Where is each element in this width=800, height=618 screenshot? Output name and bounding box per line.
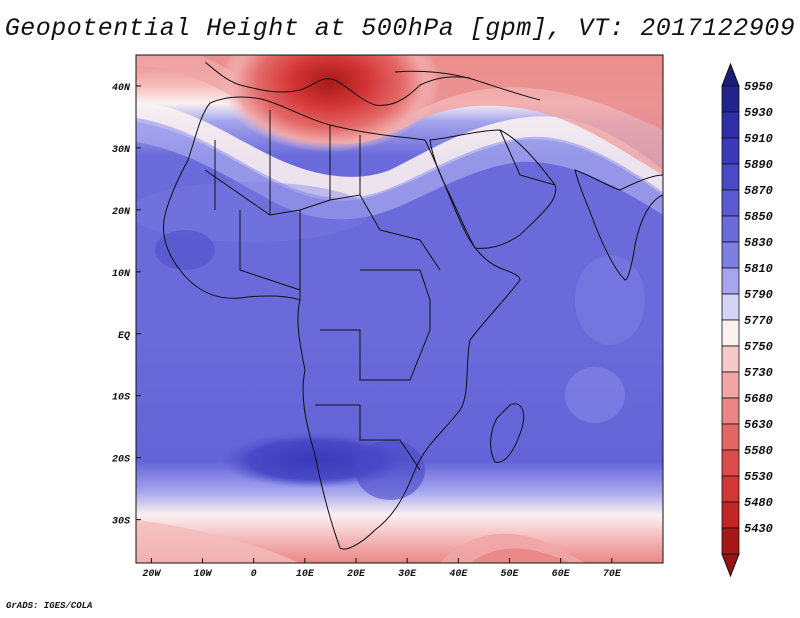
colorbar-label: 5830 [744, 236, 773, 250]
colorbar-label: 5850 [744, 210, 773, 224]
lat-tick-label: 30S [112, 517, 130, 528]
colorbar-swatch [721, 111, 740, 139]
longitude-axis: 20W 10W 0 10E 20E 30E 40E 50E 60E 70E [142, 558, 622, 580]
colorbar-swatch [721, 215, 740, 243]
colorbar-bottom-arrow [721, 553, 740, 578]
colorbar-label: 5810 [744, 262, 773, 276]
lon-tick-label: 10W [194, 569, 213, 580]
lat-tick-label: 20N [112, 207, 131, 218]
lat-tick-label: 40N [112, 83, 131, 94]
colorbar-swatch [721, 449, 740, 477]
lon-tick-label: 20W [142, 569, 161, 580]
colorbar-swatch [721, 137, 740, 165]
lat-tick-label: 30N [112, 145, 131, 156]
colorbar-swatch [721, 85, 740, 113]
colorbar-label: 5530 [744, 470, 773, 484]
colorbar-label: 5580 [744, 444, 773, 458]
colorbar-label: 5430 [744, 522, 773, 536]
colorbar-swatch [721, 163, 740, 191]
colorbar-label: 5890 [744, 158, 773, 172]
lon-tick-label: 50E [500, 569, 519, 580]
colorbar-swatch [721, 475, 740, 503]
lon-tick-label: 70E [603, 569, 622, 580]
colorbar-swatch [721, 371, 740, 399]
plot-frame [135, 54, 664, 564]
colorbar-label: 5680 [744, 392, 773, 406]
colorbar-top-arrow [721, 62, 740, 87]
height-field [136, 55, 663, 563]
colorbar-swatch [721, 267, 740, 295]
colorbar-label: 5730 [744, 366, 773, 380]
colorbar-label: 5950 [744, 80, 773, 94]
colorbar-swatch [721, 319, 740, 347]
colorbar-label: 5630 [744, 418, 773, 432]
colorbar-label: 5770 [744, 314, 773, 328]
lat-tick-label: 10S [112, 393, 130, 404]
lon-tick-label: 40E [449, 569, 468, 580]
colorbar-swatch [721, 527, 740, 555]
coastlines [163, 61, 663, 550]
colorbar-label: 5930 [744, 106, 773, 120]
lon-tick-label: 60E [552, 569, 571, 580]
colorbar-swatch [721, 345, 740, 373]
lon-tick-label: 10E [296, 569, 315, 580]
colorbar-swatch [721, 189, 740, 217]
grads-credit: GrADS: IGES/COLA [6, 601, 93, 611]
lon-tick-label: 20E [347, 569, 366, 580]
colorbar-label: 5480 [744, 496, 773, 510]
colorbar-swatch [721, 241, 740, 269]
colorbar-label: 5910 [744, 132, 773, 146]
colorbar-label: 5750 [744, 340, 773, 354]
colorbar-swatch [721, 397, 740, 425]
colorbar-swatch [721, 501, 740, 529]
colorbar-label: 5790 [744, 288, 773, 302]
lon-tick-label: 0 [251, 569, 257, 580]
colorbar-swatch [721, 423, 740, 451]
lat-tick-label: EQ [118, 331, 130, 342]
colorbar-swatch [721, 293, 740, 321]
map-title: Geopotential Height at 500hPa [gpm], VT:… [4, 14, 796, 43]
lon-tick-label: 30E [398, 569, 417, 580]
lat-tick-label: 20S [112, 455, 130, 466]
colorbar-label: 5870 [744, 184, 773, 198]
colorbar: 5950 5930 5910 5890 5870 5850 5830 5810 5790 5770… [721, 62, 773, 578]
lat-tick-label: 10N [112, 269, 131, 280]
latitude-axis: 40N 30N 20N 10N EQ 10S 20S 30S [112, 83, 141, 528]
